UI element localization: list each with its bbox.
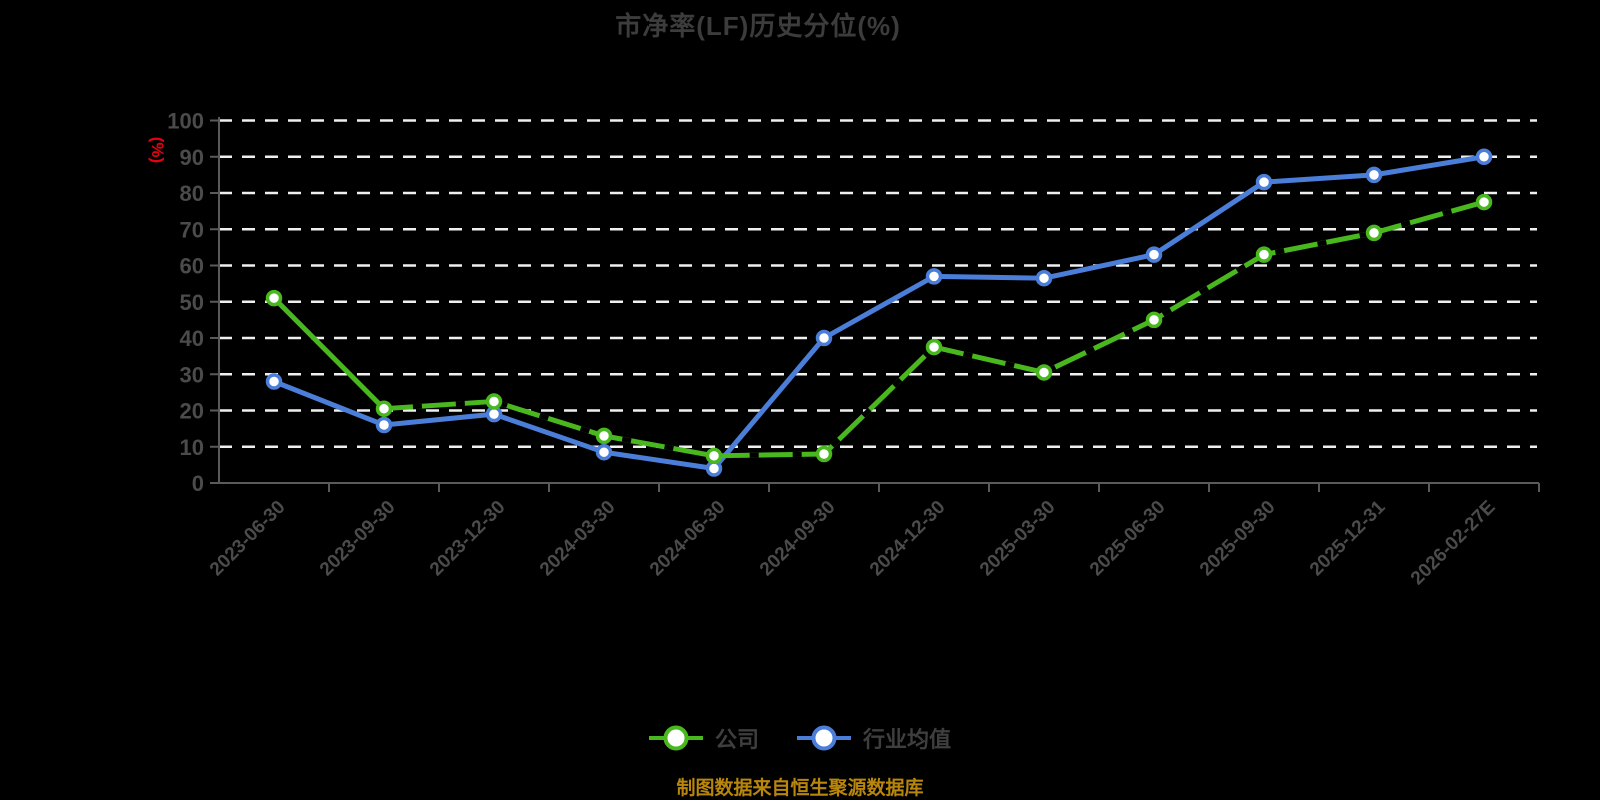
- data-point: [1035, 269, 1053, 287]
- y-tick-label: 60: [180, 254, 204, 279]
- legend-label: 公司: [714, 727, 759, 752]
- y-tick-label: 70: [180, 217, 204, 242]
- data-point: [1145, 311, 1163, 329]
- series-line-1: [271, 154, 1487, 471]
- chart-title: 市净率(LF)历史分位(%): [615, 11, 901, 41]
- line-chart: 0 10 20 30 40 50 60 70 80 90 100 2023-06-30 2023-09-…: [167, 109, 1540, 589]
- data-point: [375, 400, 393, 417]
- data-point: [265, 289, 283, 307]
- x-axis-labels: 2023-06-30 2023-09-30 2023-12-30 2024-03-30…: [206, 496, 1500, 589]
- x-tick-label: 2024-03-30: [536, 497, 620, 581]
- data-point: [925, 338, 943, 356]
- data-source-note: 制图数据来自恒生聚源数据库: [676, 778, 924, 799]
- data-point: [375, 416, 393, 434]
- y-tick-label: 20: [180, 399, 204, 424]
- series-path: [271, 154, 1487, 471]
- x-tick-label: 2026-02-27E: [1407, 497, 1500, 590]
- y-tick-label: 10: [180, 435, 204, 460]
- data-point-markers-0: [265, 193, 1493, 465]
- axes: [210, 117, 1540, 492]
- x-tick-label: 2025-09-30: [1196, 497, 1280, 581]
- x-tick-label: 2025-12-31: [1306, 496, 1390, 580]
- legend-label: 行业均值: [863, 727, 952, 752]
- x-tick-label: 2023-06-30: [206, 497, 290, 581]
- y-tick-label: 0: [192, 471, 204, 496]
- data-point: [1475, 148, 1493, 165]
- data-point: [265, 373, 283, 390]
- gridlines: [219, 119, 1537, 449]
- data-point: [1145, 246, 1163, 263]
- data-point: [815, 445, 833, 463]
- series-line-0: [271, 199, 1487, 459]
- data-point: [705, 447, 723, 465]
- x-tick-label: 2024-09-30: [756, 497, 840, 581]
- x-tick-label: 2023-12-30: [426, 497, 510, 581]
- legend: 公司 行业均值: [0, 712, 1600, 764]
- y-tick-label: 30: [180, 362, 204, 387]
- data-point: [485, 393, 503, 410]
- data-point-markers-1: [265, 148, 1493, 477]
- x-tick-label: 2025-06-30: [1086, 497, 1170, 581]
- data-point: [595, 427, 613, 445]
- data-point: [1365, 224, 1383, 242]
- x-tick-label: 2024-12-30: [866, 497, 950, 581]
- data-point: [1365, 166, 1383, 184]
- y-tick-label: 80: [180, 181, 204, 206]
- data-point: [815, 329, 833, 347]
- y-tick-label: 100: [167, 109, 204, 134]
- y-tick-label: 40: [180, 326, 204, 351]
- y-axis-labels: 0 10 20 30 40 50 60 70 80 90 100: [167, 109, 204, 497]
- x-tick-label: 2025-03-30: [976, 497, 1060, 581]
- data-point: [1255, 173, 1273, 191]
- data-point: [1035, 364, 1053, 381]
- data-point: [595, 443, 613, 461]
- y-tick-label: 90: [180, 145, 204, 170]
- line-circle-icon: [797, 725, 851, 751]
- x-tick-label: 2024-06-30: [646, 497, 730, 581]
- data-point: [1255, 246, 1273, 263]
- legend-item-industry-average[interactable]: 行业均值: [797, 721, 951, 755]
- x-tick-label: 2023-09-30: [316, 497, 400, 581]
- line-circle-icon: [648, 725, 703, 751]
- y-tick-label: 50: [180, 290, 204, 315]
- data-point: [925, 268, 943, 285]
- data-point: [1475, 193, 1493, 211]
- legend-item-company[interactable]: 公司: [648, 721, 759, 755]
